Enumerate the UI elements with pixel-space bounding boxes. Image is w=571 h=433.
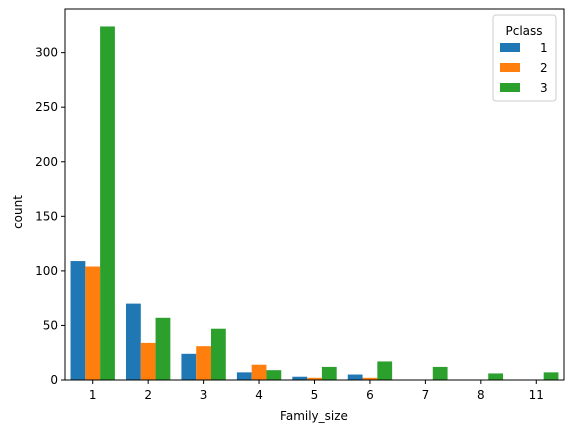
legend: Pclass 1 2 3 <box>492 14 557 102</box>
bar-pclass-2-size-4 <box>251 364 267 380</box>
y-tick-label-0: 0 <box>50 373 58 387</box>
bar-pclass-1-size-3 <box>181 353 197 380</box>
legend-label-2: 2 <box>540 61 548 75</box>
bar-pclass-3-size-3 <box>211 328 226 380</box>
bar-pclass-1-size-4 <box>236 372 252 380</box>
x-tick-label-8: 8 <box>477 388 485 402</box>
bar-pclass-2-size-3 <box>196 346 212 380</box>
y-tick-label-250: 250 <box>35 100 58 114</box>
legend-label-3: 3 <box>540 81 548 95</box>
legend-swatch-1 <box>500 43 520 52</box>
bar-pclass-3-size-8 <box>488 373 504 380</box>
y-tick-label-50: 50 <box>43 318 58 332</box>
bar-pclass-1-size-2 <box>125 303 141 380</box>
bar-pclass-3-size-7 <box>432 366 448 380</box>
legend-swatch-2 <box>500 63 520 72</box>
bar-pclass-3-size-2 <box>155 317 171 380</box>
y-tick-label-100: 100 <box>35 264 58 278</box>
bar-pclass-2-size-1 <box>85 266 101 380</box>
x-tick-label-2: 2 <box>144 388 152 402</box>
bar-pclass-3-size-11 <box>543 372 559 380</box>
x-tick-label-11: 11 <box>529 388 544 402</box>
x-tick-label-7: 7 <box>422 388 430 402</box>
x-tick-label-1: 1 <box>89 388 97 402</box>
bar-pclass-1-size-5 <box>292 376 308 380</box>
bar-pclass-3-size-1 <box>100 26 115 381</box>
x-tick-label-5: 5 <box>311 388 319 402</box>
legend-label-1: 1 <box>540 41 548 55</box>
y-tick-label-200: 200 <box>35 155 58 169</box>
y-axis-label: count <box>11 195 25 229</box>
bar-pclass-2-size-6 <box>362 377 378 380</box>
bar-pclass-3-size-5 <box>321 366 337 380</box>
axes-group: 1 2 3 4 5 6 7 8 11 0 50 100 150 200 250 300 <box>35 8 565 402</box>
bar-pclass-3-size-4 <box>266 370 282 380</box>
legend-title: Pclass <box>505 24 542 38</box>
bar-pclass-2-size-2 <box>140 342 156 380</box>
y-tick-label-150: 150 <box>35 209 58 223</box>
bar-pclass-1-size-6 <box>347 374 363 380</box>
x-tick-label-3: 3 <box>200 388 208 402</box>
x-tick-label-4: 4 <box>255 388 263 402</box>
bar-pclass-3-size-6 <box>377 361 393 380</box>
legend-frame <box>492 14 557 102</box>
legend-swatch-3 <box>500 83 520 92</box>
bars-group <box>70 26 559 381</box>
x-axis-label: Family_size <box>280 409 348 423</box>
y-tick-label-300: 300 <box>35 46 58 60</box>
x-tick-label-6: 6 <box>366 388 374 402</box>
bar-pclass-1-size-1 <box>70 261 86 380</box>
bar-pclass-2-size-5 <box>307 377 322 380</box>
